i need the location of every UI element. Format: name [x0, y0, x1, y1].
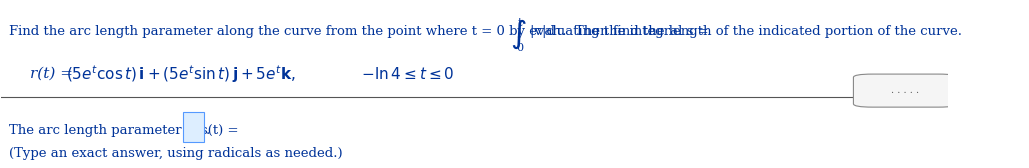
Text: $-\ln 4 \leq t \leq 0$: $-\ln 4 \leq t \leq 0$ — [352, 66, 454, 82]
Text: |v|dτ.  Then find the length of the indicated portion of the curve.: |v|dτ. Then find the length of the indic… — [530, 25, 962, 38]
FancyBboxPatch shape — [853, 74, 958, 107]
Text: $\int$: $\int$ — [510, 18, 527, 51]
Text: t: t — [518, 18, 523, 28]
Text: .: . — [206, 124, 210, 137]
Text: $(5e^t\cos t)\,\mathbf{i} + (5e^t\sin t)\,\mathbf{j} + 5e^t\mathbf{k},$: $(5e^t\cos t)\,\mathbf{i} + (5e^t\sin t)… — [66, 63, 295, 85]
FancyBboxPatch shape — [183, 112, 204, 142]
Text: 0: 0 — [517, 43, 524, 53]
Text: (Type an exact answer, using radicals as needed.): (Type an exact answer, using radicals as… — [9, 147, 343, 160]
Text: The arc length parameter is s(t) =: The arc length parameter is s(t) = — [9, 124, 243, 137]
Text: Find the arc length parameter along the curve from the point where t = 0 by eval: Find the arc length parameter along the … — [9, 25, 709, 38]
Text: r(t) =: r(t) = — [30, 67, 77, 81]
Text: . . . . .: . . . . . — [891, 86, 920, 95]
